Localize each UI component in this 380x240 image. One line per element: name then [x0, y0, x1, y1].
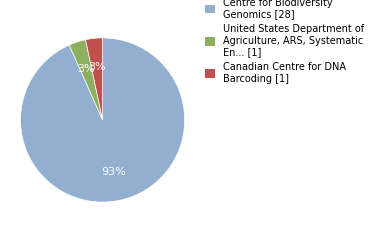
Wedge shape [21, 38, 185, 202]
Wedge shape [86, 38, 103, 120]
Text: 93%: 93% [101, 167, 126, 177]
Wedge shape [69, 40, 103, 120]
Text: 3%: 3% [88, 62, 106, 72]
Legend: Centre for Biodiversity
Genomics [28], United States Department of
Agriculture, : Centre for Biodiversity Genomics [28], U… [205, 0, 364, 84]
Text: 3%: 3% [77, 64, 95, 74]
